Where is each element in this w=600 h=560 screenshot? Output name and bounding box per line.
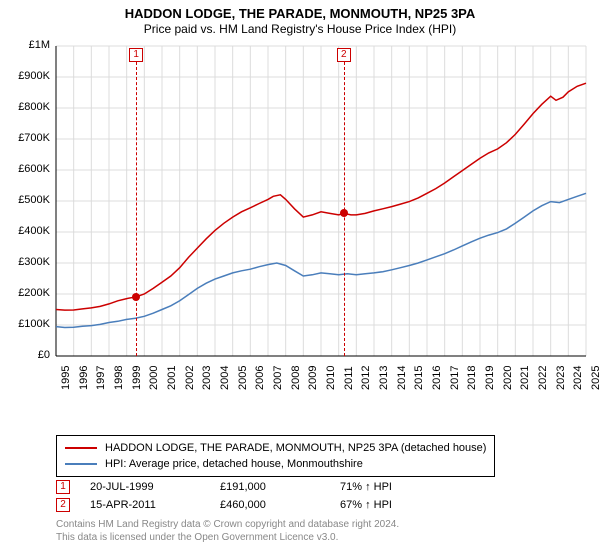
sale-row: 2 15-APR-2011£460,00067% ↑ HPI xyxy=(56,496,440,514)
page-subtitle: Price paid vs. HM Land Registry's House … xyxy=(0,22,600,36)
sale-row-date: 15-APR-2011 xyxy=(90,499,220,511)
sale-marker-line xyxy=(136,62,137,356)
x-tick-label: 2005 xyxy=(237,366,249,390)
legend-swatch xyxy=(65,463,97,465)
x-tick-label: 2011 xyxy=(343,366,355,390)
page-title: HADDON LODGE, THE PARADE, MONMOUTH, NP25… xyxy=(0,0,600,21)
sale-marker-dot xyxy=(132,293,140,301)
y-tick-label: £900K xyxy=(0,70,50,82)
x-tick-label: 2012 xyxy=(360,366,372,390)
y-tick-label: £1M xyxy=(0,39,50,51)
legend: HADDON LODGE, THE PARADE, MONMOUTH, NP25… xyxy=(56,435,495,477)
x-tick-label: 2003 xyxy=(201,366,213,390)
sale-marker-badge: 1 xyxy=(129,48,143,62)
x-tick-label: 2023 xyxy=(555,366,567,390)
x-tick-label: 2016 xyxy=(431,366,443,390)
x-tick-label: 2004 xyxy=(219,366,231,390)
x-tick-label: 2015 xyxy=(413,366,425,390)
y-tick-label: £100K xyxy=(0,318,50,330)
x-tick-label: 2008 xyxy=(290,366,302,390)
sales-table: 1 20-JUL-1999£191,00071% ↑ HPI 2 15-APR-201… xyxy=(56,478,440,514)
y-tick-label: £700K xyxy=(0,132,50,144)
sale-row-price: £460,000 xyxy=(220,499,340,511)
sale-row-badge: 2 xyxy=(56,498,70,512)
sale-row-hpi: 67% ↑ HPI xyxy=(340,499,440,511)
x-tick-label: 2009 xyxy=(307,366,319,390)
sale-row-hpi: 71% ↑ HPI xyxy=(340,481,440,493)
x-tick-label: 2018 xyxy=(466,366,478,390)
chart-area: £0 £100K £200K £300K £400K £500K £600K £700K £80… xyxy=(0,40,600,400)
legend-label: HPI: Average price, detached house, Monm… xyxy=(105,456,363,472)
chart-svg xyxy=(0,40,600,400)
legend-swatch xyxy=(65,447,97,449)
y-tick-label: £0 xyxy=(0,349,50,361)
y-tick-label: £200K xyxy=(0,287,50,299)
x-tick-label: 1997 xyxy=(95,366,107,390)
footnote-line: This data is licensed under the Open Gov… xyxy=(56,531,399,544)
x-tick-label: 2002 xyxy=(184,366,196,390)
y-tick-label: £400K xyxy=(0,225,50,237)
sale-row-badge: 1 xyxy=(56,480,70,494)
x-tick-label: 2013 xyxy=(378,366,390,390)
sale-marker-badge: 2 xyxy=(337,48,351,62)
x-tick-label: 2007 xyxy=(272,366,284,390)
x-tick-label: 2014 xyxy=(396,366,408,390)
y-tick-label: £800K xyxy=(0,101,50,113)
x-tick-label: 1995 xyxy=(60,366,72,390)
sale-marker-dot xyxy=(340,209,348,217)
x-tick-label: 2022 xyxy=(537,366,549,390)
x-tick-label: 1998 xyxy=(113,366,125,390)
sale-row-date: 20-JUL-1999 xyxy=(90,481,220,493)
x-tick-label: 2021 xyxy=(519,366,531,390)
x-tick-label: 2019 xyxy=(484,366,496,390)
x-tick-label: 1999 xyxy=(131,366,143,390)
x-tick-label: 2000 xyxy=(148,366,160,390)
x-tick-label: 2017 xyxy=(449,366,461,390)
y-tick-label: £600K xyxy=(0,163,50,175)
x-tick-label: 2025 xyxy=(590,366,600,390)
footnote: Contains HM Land Registry data © Crown c… xyxy=(56,518,399,544)
x-tick-label: 1996 xyxy=(78,366,90,390)
legend-row: HPI: Average price, detached house, Monm… xyxy=(65,456,486,472)
y-tick-label: £500K xyxy=(0,194,50,206)
y-tick-label: £300K xyxy=(0,256,50,268)
legend-label: HADDON LODGE, THE PARADE, MONMOUTH, NP25… xyxy=(105,440,486,456)
x-tick-label: 2006 xyxy=(254,366,266,390)
x-tick-label: 2024 xyxy=(572,366,584,390)
legend-row: HADDON LODGE, THE PARADE, MONMOUTH, NP25… xyxy=(65,440,486,456)
x-tick-label: 2001 xyxy=(166,366,178,390)
x-tick-label: 2020 xyxy=(502,366,514,390)
x-tick-label: 2010 xyxy=(325,366,337,390)
footnote-line: Contains HM Land Registry data © Crown c… xyxy=(56,518,399,531)
sale-row-price: £191,000 xyxy=(220,481,340,493)
sale-row: 1 20-JUL-1999£191,00071% ↑ HPI xyxy=(56,478,440,496)
